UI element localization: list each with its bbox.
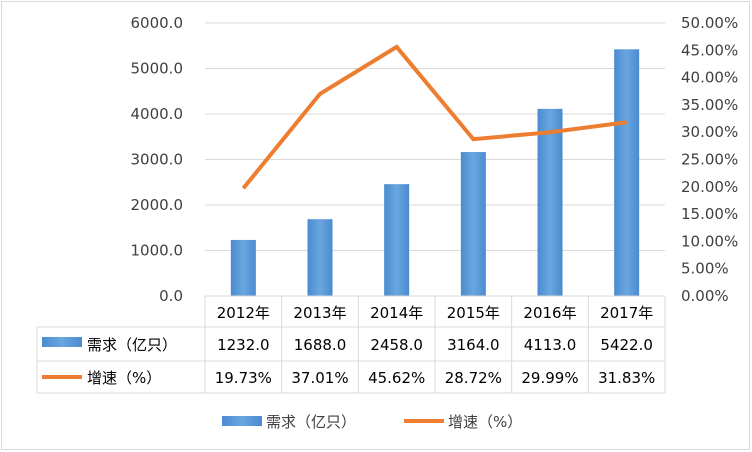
gridlines xyxy=(205,22,665,297)
left-tick-label: 5000.0 xyxy=(131,60,184,78)
line-series-name: 增速（%） xyxy=(87,369,161,387)
line-value-label: 28.72% xyxy=(445,369,502,387)
right-tick-label: 30.00% xyxy=(681,123,738,141)
line-value-label: 45.62% xyxy=(368,369,425,387)
bar-value-label: 1232.0 xyxy=(217,336,270,354)
bar-value-label: 5422.0 xyxy=(600,336,653,354)
bar-value-label: 2458.0 xyxy=(370,336,423,354)
bar-value-label: 1688.0 xyxy=(294,336,347,354)
left-axis-ticks: 0.0 1000.0 2000.0 3000.0 4000.0 5000.0 6000.0 xyxy=(131,14,184,305)
category-label: 2017年 xyxy=(600,304,653,322)
bar-value-label: 3164.0 xyxy=(447,336,500,354)
bar-value-label: 4113.0 xyxy=(524,336,577,354)
bar xyxy=(307,219,333,296)
left-tick-label: 3000.0 xyxy=(131,151,184,169)
category-label: 2012年 xyxy=(217,304,270,322)
bar xyxy=(460,152,486,296)
legend: 需求（亿只） 增速（%） xyxy=(222,413,522,431)
bar-series xyxy=(230,49,640,297)
line-value-label: 29.99% xyxy=(521,369,578,387)
legend-line-label: 增速（%） xyxy=(448,413,522,431)
right-tick-label: 45.00% xyxy=(681,41,738,59)
bar xyxy=(230,239,256,296)
bar xyxy=(537,108,563,297)
bar xyxy=(384,184,410,296)
right-tick-label: 50.00% xyxy=(681,14,738,32)
right-tick-label: 10.00% xyxy=(681,232,738,250)
right-tick-label: 35.00% xyxy=(681,96,738,114)
line-value-label: 19.73% xyxy=(215,369,272,387)
right-tick-label: 20.00% xyxy=(681,178,738,196)
right-tick-label: 0.00% xyxy=(681,287,729,305)
right-tick-label: 25.00% xyxy=(681,151,738,169)
left-tick-label: 2000.0 xyxy=(131,196,184,214)
category-label: 2015年 xyxy=(447,304,500,322)
left-tick-label: 4000.0 xyxy=(131,105,184,123)
line-value-label: 37.01% xyxy=(291,369,348,387)
right-tick-label: 15.00% xyxy=(681,205,738,223)
left-tick-label: 1000.0 xyxy=(131,242,184,260)
left-tick-label: 0.0 xyxy=(159,287,183,305)
legend-bar-swatch xyxy=(222,416,262,426)
bar-legend-key xyxy=(42,337,82,347)
right-tick-label: 40.00% xyxy=(681,69,738,87)
category-label: 2014年 xyxy=(370,304,423,322)
line-value-label: 31.83% xyxy=(598,369,655,387)
line-series xyxy=(241,44,627,190)
right-tick-label: 5.00% xyxy=(681,260,729,278)
right-axis-ticks: 0.00% 5.00% 10.00% 15.00% 20.00% 25.00% 30.00%… xyxy=(681,14,738,305)
bar-series-name: 需求（亿只） xyxy=(87,336,177,354)
bar xyxy=(614,49,640,297)
growth-line xyxy=(241,44,627,190)
category-label: 2016年 xyxy=(523,304,576,322)
left-tick-label: 6000.0 xyxy=(131,14,184,32)
legend-bar-label: 需求（亿只） xyxy=(266,413,356,431)
category-label: 2013年 xyxy=(293,304,346,322)
